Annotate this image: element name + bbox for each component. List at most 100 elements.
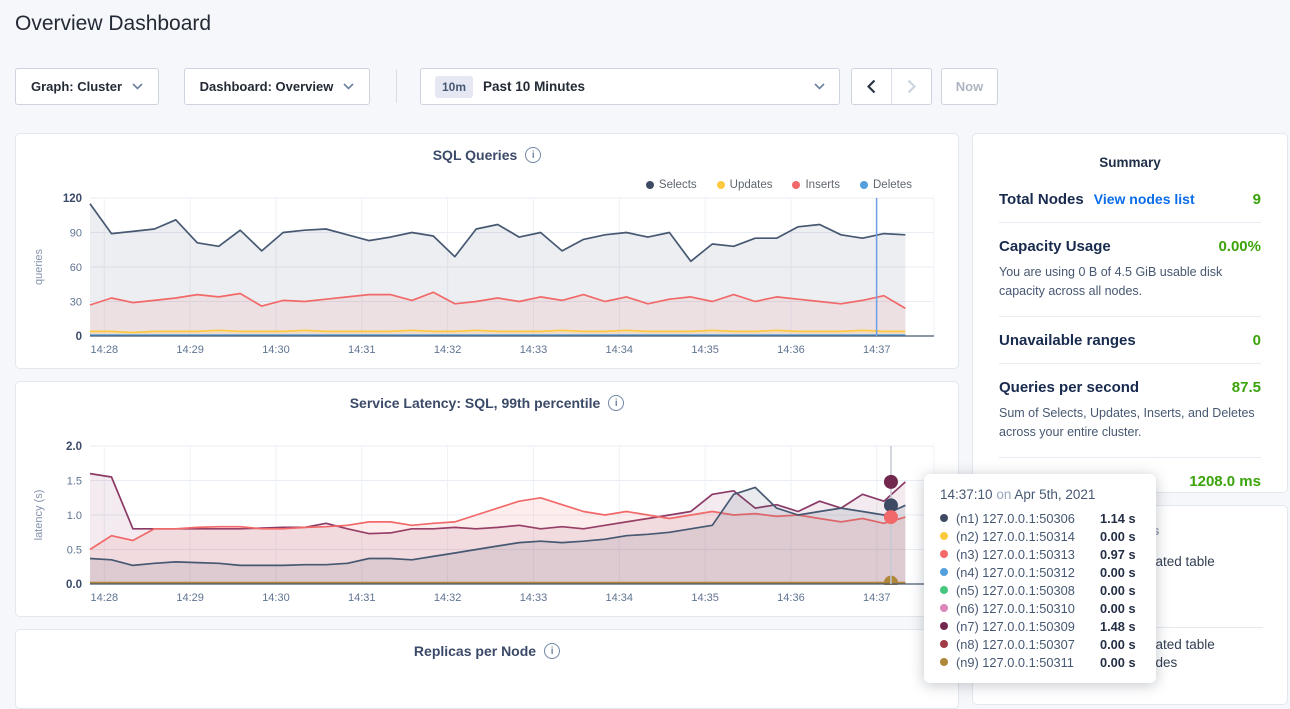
tooltip-node-row: (n5) 127.0.0.1:503080.00 s (940, 581, 1140, 599)
tooltip-node-row: (n2) 127.0.0.1:503140.00 s (940, 527, 1140, 545)
p99-latency-value: 1208.0 ms (1189, 473, 1261, 490)
node-latency-value: 0.00 s (1100, 565, 1136, 580)
service-latency-card: Service Latency: SQL, 99th percentile i … (15, 381, 959, 617)
replicas-per-node-card: Replicas per Node i (15, 629, 959, 709)
svg-text:14:36: 14:36 (777, 592, 805, 604)
capacity-usage-label: Capacity Usage (999, 238, 1111, 255)
svg-text:14:37: 14:37 (863, 344, 891, 356)
svg-text:latency (s): latency (s) (33, 490, 45, 541)
svg-text:14:35: 14:35 (691, 592, 719, 604)
node-latency-value: 0.00 s (1100, 655, 1136, 670)
node-address: (n4) 127.0.0.1:50312 (956, 565, 1100, 580)
node-color-dot (940, 568, 948, 576)
sql-queries-chart[interactable]: 030609012014:2814:2914:3014:3114:3214:33… (28, 190, 948, 360)
svg-text:14:31: 14:31 (348, 344, 376, 356)
summary-title: Summary (999, 155, 1261, 170)
svg-text:14:29: 14:29 (176, 592, 204, 604)
info-icon[interactable]: i (525, 147, 541, 163)
node-address: (n2) 127.0.0.1:50314 (956, 529, 1100, 544)
chevron-down-icon (814, 83, 825, 90)
info-icon[interactable]: i (544, 643, 560, 659)
node-color-dot (940, 622, 948, 630)
service-latency-chart[interactable]: 0.00.51.01.52.014:2814:2914:3014:3114:32… (28, 438, 948, 608)
node-latency-value: 0.00 s (1100, 529, 1136, 544)
graph-scope-dropdown[interactable]: Graph: Cluster (15, 68, 159, 105)
summary-row-unavailable-ranges: Unavailable ranges 0 (999, 317, 1261, 364)
time-back-button[interactable] (852, 69, 892, 104)
summary-row-capacity: Capacity Usage 0.00% You are using 0 B o… (999, 223, 1261, 317)
chart-title-row: Service Latency: SQL, 99th percentile i (16, 395, 958, 411)
svg-text:14:29: 14:29 (176, 344, 204, 356)
node-address: (n9) 127.0.0.1:50311 (956, 655, 1100, 670)
svg-text:90: 90 (70, 228, 82, 240)
node-address: (n1) 127.0.0.1:50306 (956, 511, 1100, 526)
node-latency-value: 1.14 s (1100, 511, 1136, 526)
dashboard-dropdown[interactable]: Dashboard: Overview (184, 68, 370, 105)
svg-text:14:30: 14:30 (262, 592, 290, 604)
tooltip-node-row: (n4) 127.0.0.1:503120.00 s (940, 563, 1140, 581)
svg-text:14:28: 14:28 (91, 592, 119, 604)
summary-row-qps: Queries per second 87.5 Sum of Selects, … (999, 364, 1261, 458)
node-address: (n8) 127.0.0.1:50307 (956, 637, 1100, 652)
node-color-dot (940, 604, 948, 612)
svg-text:14:36: 14:36 (777, 344, 805, 356)
svg-text:0.0: 0.0 (66, 579, 82, 591)
node-latency-value: 0.00 s (1100, 637, 1136, 652)
svg-text:120: 120 (63, 193, 82, 205)
graph-scope-label: Graph: Cluster (31, 79, 122, 94)
svg-text:14:31: 14:31 (348, 592, 376, 604)
node-address: (n3) 127.0.0.1:50313 (956, 547, 1100, 562)
legend-color-dot (646, 181, 654, 189)
summary-row-total-nodes: Total Nodes View nodes list 9 (999, 176, 1261, 223)
now-button[interactable]: Now (941, 68, 998, 105)
node-latency-value: 0.00 s (1100, 583, 1136, 598)
qps-description: Sum of Selects, Updates, Inserts, and De… (999, 404, 1261, 443)
svg-text:14:33: 14:33 (520, 344, 548, 356)
chevron-left-icon (867, 79, 876, 94)
time-range-dropdown[interactable]: 10m Past 10 Minutes (420, 68, 840, 105)
node-latency-value: 1.48 s (1100, 619, 1136, 634)
chart-title-row: SQL Queries i (16, 147, 958, 163)
node-address: (n6) 127.0.0.1:50310 (956, 601, 1100, 616)
sql-queries-title: SQL Queries (433, 147, 518, 163)
capacity-usage-description: You are using 0 B of 4.5 GiB usable disk… (999, 263, 1261, 302)
page-title: Overview Dashboard (15, 12, 211, 36)
node-color-dot (940, 514, 948, 522)
unavailable-ranges-value: 0 (1253, 332, 1261, 349)
svg-text:60: 60 (70, 262, 82, 274)
node-color-dot (940, 550, 948, 558)
unavailable-ranges-label: Unavailable ranges (999, 332, 1136, 349)
chevron-down-icon (343, 83, 354, 90)
svg-text:14:30: 14:30 (262, 344, 290, 356)
svg-text:14:35: 14:35 (691, 344, 719, 356)
node-color-dot (940, 532, 948, 540)
total-nodes-label: Total Nodes (999, 191, 1084, 208)
events-divider (1151, 627, 1263, 628)
node-address: (n5) 127.0.0.1:50308 (956, 583, 1100, 598)
tooltip-timestamp: 14:37:10 on Apr 5th, 2021 (940, 487, 1140, 502)
chevron-right-icon (907, 79, 916, 94)
svg-text:14:34: 14:34 (606, 592, 634, 604)
service-latency-title: Service Latency: SQL, 99th percentile (350, 395, 601, 411)
view-nodes-list-link[interactable]: View nodes list (1094, 191, 1195, 207)
svg-text:2.0: 2.0 (66, 441, 82, 453)
tooltip-node-row: (n9) 127.0.0.1:503110.00 s (940, 653, 1140, 671)
svg-text:14:33: 14:33 (520, 592, 548, 604)
info-icon[interactable]: i (608, 395, 624, 411)
svg-text:14:28: 14:28 (91, 344, 119, 356)
tooltip-node-row: (n1) 127.0.0.1:503061.14 s (940, 509, 1140, 527)
tooltip-node-row: (n7) 127.0.0.1:503091.48 s (940, 617, 1140, 635)
time-forward-button[interactable] (892, 69, 932, 104)
svg-text:1.5: 1.5 (67, 476, 82, 488)
chart-title-row: Replicas per Node i (16, 643, 958, 659)
event-text-fragment: eated table (1148, 554, 1215, 569)
tooltip-node-row: (n3) 127.0.0.1:503130.97 s (940, 545, 1140, 563)
tooltip-date: Apr 5th, 2021 (1014, 487, 1095, 502)
now-button-label: Now (956, 79, 983, 94)
node-color-dot (940, 658, 948, 666)
time-nav-group (851, 68, 932, 105)
tooltip-on-word: on (996, 487, 1011, 502)
sql-queries-card: SQL Queries i SelectsUpdatesInsertsDelet… (15, 133, 959, 369)
svg-text:1.0: 1.0 (67, 510, 82, 522)
svg-text:14:32: 14:32 (434, 592, 462, 604)
